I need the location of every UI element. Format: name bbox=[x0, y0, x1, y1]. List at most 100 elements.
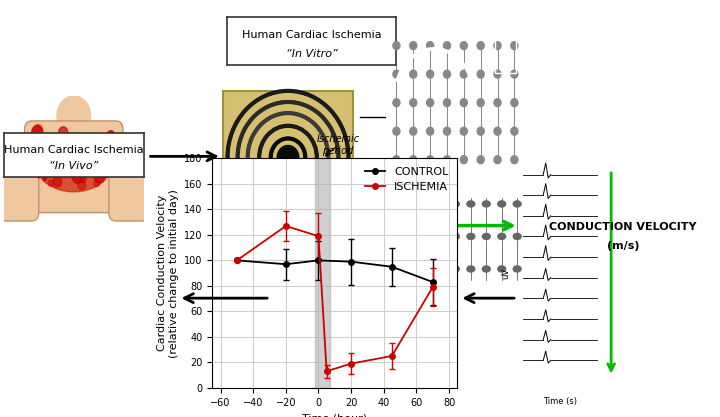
Circle shape bbox=[104, 158, 108, 162]
Circle shape bbox=[482, 201, 490, 207]
Circle shape bbox=[436, 201, 444, 207]
Circle shape bbox=[482, 266, 490, 272]
Circle shape bbox=[420, 266, 428, 272]
Circle shape bbox=[436, 234, 444, 239]
Circle shape bbox=[410, 99, 417, 107]
Circle shape bbox=[60, 166, 69, 178]
Circle shape bbox=[410, 42, 417, 50]
Circle shape bbox=[451, 234, 459, 239]
Circle shape bbox=[32, 147, 37, 154]
Circle shape bbox=[427, 127, 433, 135]
Circle shape bbox=[460, 42, 467, 50]
Circle shape bbox=[444, 127, 451, 135]
Circle shape bbox=[53, 153, 58, 158]
Text: Human Cardiac Ischemia: Human Cardiac Ischemia bbox=[242, 30, 381, 40]
Circle shape bbox=[48, 180, 53, 186]
Circle shape bbox=[467, 234, 474, 239]
Circle shape bbox=[276, 145, 300, 170]
Circle shape bbox=[106, 136, 114, 145]
Text: Time (s): Time (s) bbox=[543, 397, 577, 406]
Circle shape bbox=[51, 146, 56, 152]
Text: “In Vivo”: “In Vivo” bbox=[49, 161, 99, 171]
Circle shape bbox=[477, 156, 484, 164]
Circle shape bbox=[94, 171, 104, 183]
Circle shape bbox=[444, 42, 451, 50]
Circle shape bbox=[43, 176, 47, 181]
Circle shape bbox=[477, 42, 484, 50]
Circle shape bbox=[460, 156, 467, 164]
Circle shape bbox=[511, 70, 518, 78]
Circle shape bbox=[420, 234, 428, 239]
Circle shape bbox=[28, 135, 37, 145]
Circle shape bbox=[410, 127, 417, 135]
FancyBboxPatch shape bbox=[0, 141, 39, 221]
Circle shape bbox=[477, 127, 484, 135]
Circle shape bbox=[59, 127, 68, 138]
Circle shape bbox=[511, 127, 518, 135]
Circle shape bbox=[393, 127, 400, 135]
Circle shape bbox=[57, 96, 91, 136]
Circle shape bbox=[494, 42, 501, 50]
Circle shape bbox=[32, 126, 42, 139]
Circle shape bbox=[102, 148, 107, 155]
Circle shape bbox=[91, 149, 100, 161]
Circle shape bbox=[410, 156, 417, 164]
Circle shape bbox=[393, 99, 400, 107]
Circle shape bbox=[405, 201, 413, 207]
Circle shape bbox=[390, 266, 397, 272]
Circle shape bbox=[451, 201, 459, 207]
Circle shape bbox=[420, 201, 428, 207]
Circle shape bbox=[511, 42, 518, 50]
Bar bbox=[223, 91, 353, 226]
Circle shape bbox=[460, 70, 467, 78]
Circle shape bbox=[444, 70, 451, 78]
Circle shape bbox=[494, 70, 501, 78]
Circle shape bbox=[405, 234, 413, 239]
Ellipse shape bbox=[35, 133, 112, 192]
Circle shape bbox=[37, 174, 41, 178]
Circle shape bbox=[477, 70, 484, 78]
Circle shape bbox=[72, 170, 84, 183]
Circle shape bbox=[105, 169, 112, 177]
Circle shape bbox=[390, 234, 397, 239]
Circle shape bbox=[427, 42, 433, 50]
Circle shape bbox=[444, 99, 451, 107]
Circle shape bbox=[513, 266, 521, 272]
Circle shape bbox=[410, 70, 417, 78]
Circle shape bbox=[511, 156, 518, 164]
Circle shape bbox=[107, 131, 114, 140]
Circle shape bbox=[405, 266, 413, 272]
Circle shape bbox=[444, 156, 451, 164]
Text: CONDUCTION VELOCITY: CONDUCTION VELOCITY bbox=[549, 222, 696, 232]
Text: uV: uV bbox=[501, 268, 510, 279]
Circle shape bbox=[427, 156, 433, 164]
Circle shape bbox=[81, 176, 86, 183]
Circle shape bbox=[390, 201, 397, 207]
Circle shape bbox=[460, 99, 467, 107]
Circle shape bbox=[477, 99, 484, 107]
Text: (m/s): (m/s) bbox=[606, 241, 639, 251]
Circle shape bbox=[99, 173, 104, 178]
Circle shape bbox=[393, 42, 400, 50]
FancyBboxPatch shape bbox=[24, 121, 123, 213]
Circle shape bbox=[467, 266, 474, 272]
Circle shape bbox=[393, 70, 400, 78]
Circle shape bbox=[498, 234, 505, 239]
Circle shape bbox=[53, 163, 63, 174]
Circle shape bbox=[78, 180, 86, 190]
Circle shape bbox=[498, 266, 505, 272]
Text: “In Vitro”: “In Vitro” bbox=[286, 49, 337, 59]
Circle shape bbox=[511, 99, 518, 107]
Circle shape bbox=[482, 234, 490, 239]
Legend: CONTROL, ISCHEMIA: CONTROL, ISCHEMIA bbox=[361, 164, 451, 195]
Circle shape bbox=[494, 156, 501, 164]
Circle shape bbox=[436, 266, 444, 272]
FancyBboxPatch shape bbox=[109, 141, 148, 221]
Text: Human Cardiac Ischemia: Human Cardiac Ischemia bbox=[4, 145, 143, 155]
Circle shape bbox=[81, 145, 84, 148]
Circle shape bbox=[513, 201, 521, 207]
Circle shape bbox=[40, 157, 43, 161]
Circle shape bbox=[427, 99, 433, 107]
Circle shape bbox=[498, 201, 505, 207]
Bar bbox=[495, 38, 516, 73]
